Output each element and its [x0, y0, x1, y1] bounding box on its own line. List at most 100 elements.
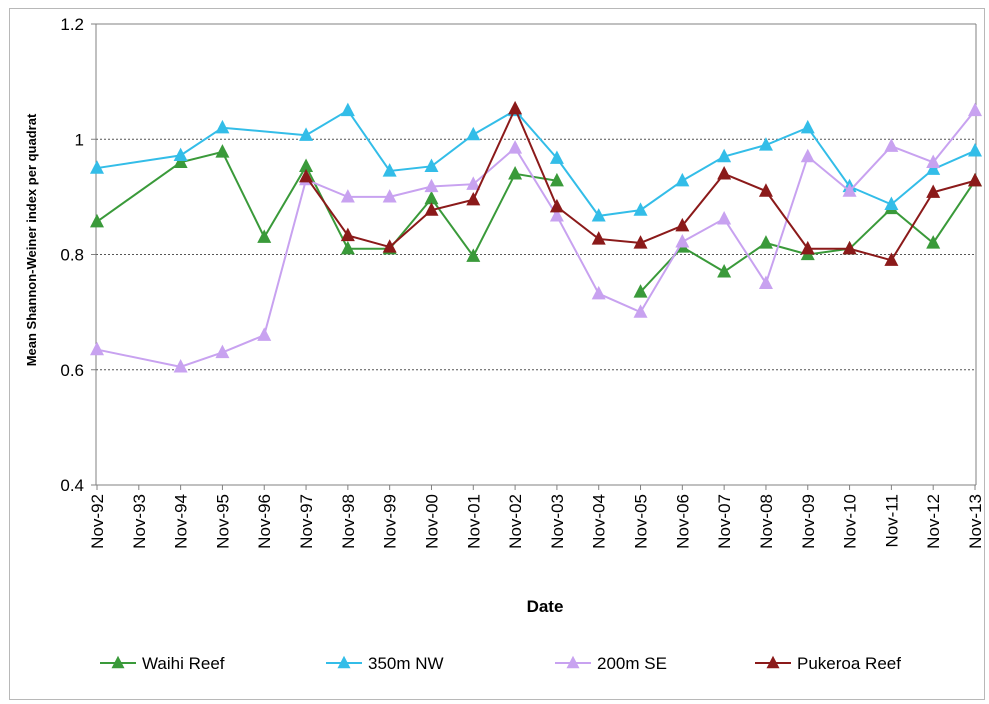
x-tick-label: Nov-96	[255, 494, 274, 549]
data-point	[299, 158, 314, 173]
y-tick-label: 0.4	[60, 476, 84, 495]
data-point	[173, 359, 188, 373]
data-point	[382, 163, 397, 177]
y-tick-label: 1	[75, 130, 84, 149]
gridlines	[96, 138, 976, 371]
data-point	[173, 147, 188, 162]
data-point	[717, 263, 732, 278]
data-point	[549, 208, 564, 222]
x-tick-label: Nov-07	[715, 494, 734, 549]
x-tick-label: Nov-95	[213, 494, 232, 549]
series-line	[96, 109, 976, 368]
data-point	[968, 172, 982, 187]
data-point	[633, 284, 648, 298]
data-point	[926, 184, 941, 198]
x-tick-label: Nov-97	[297, 494, 316, 549]
legend-marker	[766, 655, 780, 669]
data-point	[633, 202, 648, 216]
data-point	[466, 126, 481, 141]
data-point	[549, 150, 564, 164]
data-point	[382, 189, 397, 203]
data-point	[842, 240, 857, 255]
data-point	[215, 119, 230, 134]
data-point	[173, 154, 188, 168]
data-point	[591, 208, 606, 222]
data-point	[926, 161, 941, 175]
y-tick-labels: 0.4 0.6 0.8 1 1.2	[60, 15, 96, 495]
data-point	[257, 229, 272, 243]
legend-marker	[111, 655, 125, 669]
data-point	[884, 196, 899, 211]
chart-frame	[9, 8, 985, 700]
series	[90, 100, 982, 373]
data-point	[382, 239, 397, 253]
data-point	[424, 178, 439, 193]
data-point	[675, 172, 690, 187]
legend: Waihi Reef 350m NW 200m SE Pukeroa Reef	[100, 654, 901, 673]
x-tick-label: Nov-03	[548, 494, 567, 549]
legend-item: 350m NW	[326, 654, 444, 673]
legend-label: 200m SE	[597, 654, 667, 673]
x-tick-label: Nov-12	[924, 494, 943, 549]
data-point	[633, 304, 648, 318]
x-tick-label: Nov-04	[590, 494, 609, 549]
data-point	[717, 166, 732, 180]
data-point	[90, 160, 104, 174]
x-axis-title: Date	[527, 597, 564, 616]
x-tick-label: Nov-09	[799, 494, 818, 549]
data-point	[299, 168, 314, 183]
y-tick-label: 1.2	[60, 15, 84, 34]
data-point	[675, 217, 690, 232]
x-tick-label: Nov-93	[130, 494, 149, 549]
x-tick-label: Nov-11	[882, 494, 901, 548]
data-point	[717, 148, 732, 163]
legend-label: Waihi Reef	[142, 654, 225, 673]
x-tick-label: Nov-08	[757, 494, 776, 549]
data-point	[215, 344, 230, 359]
data-point	[340, 102, 355, 117]
series-waihi-reef	[90, 144, 982, 298]
series-200m-se	[90, 102, 982, 373]
data-point	[466, 248, 481, 262]
data-point	[549, 172, 564, 187]
data-point	[675, 234, 690, 248]
data-point	[717, 210, 732, 225]
legend-item: Waihi Reef	[100, 654, 225, 673]
data-point	[299, 127, 314, 141]
legend-marker	[566, 655, 580, 669]
data-point	[90, 213, 104, 228]
x-tick-label: Nov-01	[464, 494, 483, 549]
x-tick-label: Nov-92	[88, 494, 107, 549]
legend-item: Pukeroa Reef	[755, 654, 901, 673]
series-350m-nw	[90, 102, 982, 222]
x-tick-label: Nov-06	[673, 494, 692, 549]
data-point	[340, 189, 355, 203]
data-point	[800, 148, 815, 163]
data-point	[549, 198, 564, 213]
x-tick-label: Nov-00	[422, 494, 441, 549]
y-tick-label: 0.8	[60, 246, 84, 265]
data-point	[758, 235, 773, 249]
data-point	[800, 119, 815, 134]
x-tick-label: Nov-05	[632, 494, 651, 549]
series-pukeroa-reef	[299, 100, 982, 266]
data-point	[340, 227, 355, 242]
x-tick-label: Nov-98	[339, 494, 358, 549]
data-point	[884, 252, 899, 266]
x-tick-label: Nov-10	[841, 494, 860, 549]
data-point	[257, 327, 272, 341]
data-point	[424, 190, 439, 205]
data-point	[758, 183, 773, 197]
y-axis-title: Mean Shannon-Weiner index per quadrat	[24, 113, 39, 366]
data-point	[758, 275, 773, 289]
x-tick-label: Nov-99	[381, 494, 400, 549]
x-tick-label: Nov-02	[506, 494, 525, 549]
data-point	[633, 235, 648, 249]
data-point	[842, 183, 857, 197]
data-point	[466, 176, 481, 190]
data-point	[926, 154, 941, 168]
legend-label: Pukeroa Reef	[797, 654, 901, 673]
x-tick-labels: Nov-92 Nov-93 Nov-94 Nov-95 Nov-96 Nov-97 Nov-…	[88, 485, 985, 549]
y-tick-label: 0.6	[60, 361, 84, 380]
